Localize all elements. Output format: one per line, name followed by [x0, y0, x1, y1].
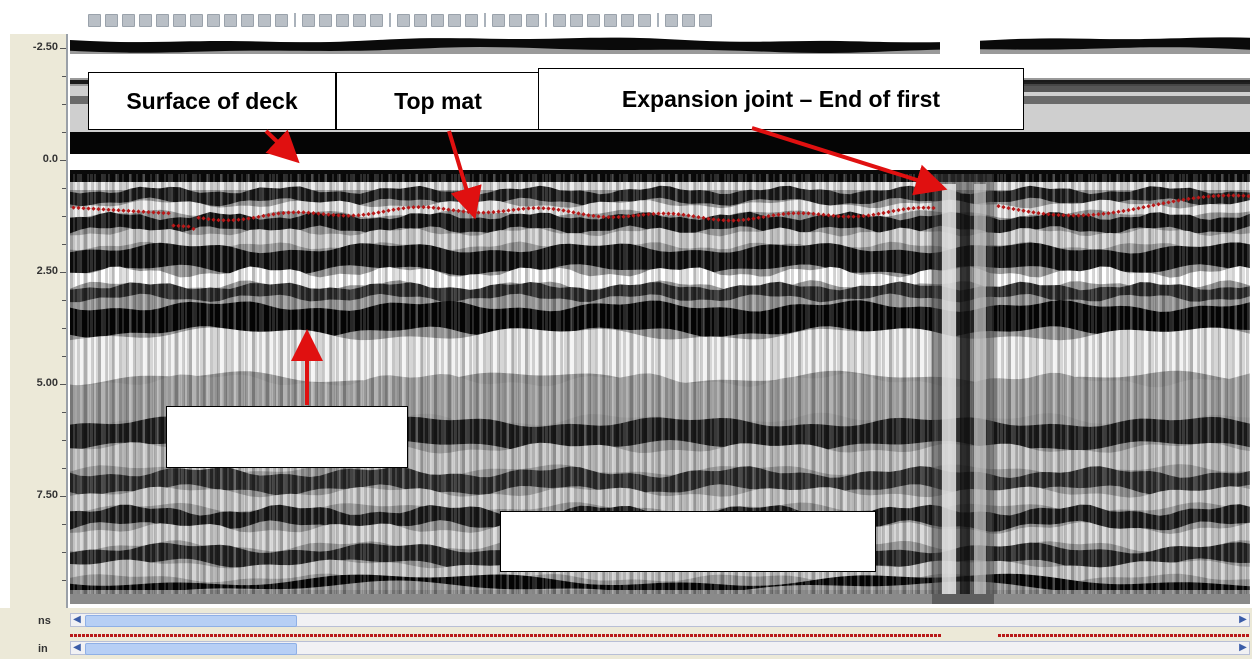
callout-surface-of-deck: Surface of deck — [88, 72, 336, 130]
depth-tick — [60, 272, 66, 273]
toolbar-button[interactable] — [353, 13, 366, 27]
scroll-row-in: in ◀ ▶ — [0, 633, 1252, 659]
depth-tick — [60, 384, 66, 385]
toolbar-separator — [545, 13, 547, 27]
toolbar — [0, 0, 1252, 34]
toolbar-button[interactable] — [302, 13, 315, 27]
toolbar-buttons — [88, 10, 712, 30]
scroll-thumb[interactable] — [85, 643, 297, 655]
depth-minor-tick — [62, 524, 66, 525]
depth-label-7.5: 7.50 — [36, 489, 58, 501]
depth-label-2.5: 2.50 — [36, 265, 58, 277]
toolbar-separator — [389, 13, 391, 27]
depth-minor-tick — [62, 440, 66, 441]
pick-marker-strip — [70, 634, 1249, 637]
toolbar-button[interactable] — [526, 13, 539, 27]
ns-unit-label: ns — [38, 615, 51, 627]
depth-minor-tick — [62, 412, 66, 413]
in-unit-label: in — [38, 643, 48, 655]
toolbar-button[interactable] — [336, 13, 349, 27]
toolbar-button[interactable] — [682, 13, 695, 27]
depth-minor-tick — [62, 580, 66, 581]
scroll-left-icon[interactable]: ◀ — [73, 614, 81, 625]
toolbar-button[interactable] — [105, 13, 118, 27]
depth-tick — [60, 48, 66, 49]
toolbar-button[interactable] — [207, 13, 220, 27]
toolbar-button[interactable] — [258, 13, 271, 27]
toolbar-button[interactable] — [156, 13, 169, 27]
toolbar-button[interactable] — [465, 13, 478, 27]
toolbar-button[interactable] — [492, 13, 505, 27]
rebar-picks — [71, 193, 1250, 232]
horizontal-scrollbar-top[interactable]: ◀ ▶ — [70, 613, 1250, 627]
depth-tick — [60, 496, 66, 497]
depth-label-0: 0.0 — [42, 153, 58, 165]
depth-minor-tick — [62, 468, 66, 469]
scroll-thumb[interactable] — [85, 615, 297, 627]
toolbar-separator — [657, 13, 659, 27]
depth-minor-tick — [62, 328, 66, 329]
toolbar-button[interactable] — [88, 13, 101, 27]
toolbar-button[interactable] — [665, 13, 678, 27]
toolbar-button[interactable] — [397, 13, 410, 27]
toolbar-button[interactable] — [241, 13, 254, 27]
toolbar-separator — [484, 13, 486, 27]
toolbar-button[interactable] — [319, 13, 332, 27]
blank-label-box — [166, 406, 408, 468]
depth-minor-tick — [62, 244, 66, 245]
toolbar-button[interactable] — [621, 13, 634, 27]
toolbar-button[interactable] — [122, 13, 135, 27]
depth-label-neg2.5: -2.50 — [32, 41, 58, 53]
toolbar-button[interactable] — [638, 13, 651, 27]
depth-minor-tick — [62, 104, 66, 105]
depth-minor-tick — [62, 356, 66, 357]
depth-tick — [60, 160, 66, 161]
toolbar-button[interactable] — [275, 13, 288, 27]
blank-label-box — [500, 511, 876, 572]
toolbar-button[interactable] — [431, 13, 444, 27]
scroll-left-icon[interactable]: ◀ — [73, 642, 81, 653]
toolbar-button[interactable] — [448, 13, 461, 27]
scroll-right-icon[interactable]: ▶ — [1239, 642, 1247, 653]
toolbar-button[interactable] — [509, 13, 522, 27]
depth-ruler: -2.50 0.0 2.50 5.00 7.50 — [10, 34, 68, 608]
scroll-right-icon[interactable]: ▶ — [1239, 614, 1247, 625]
depth-minor-tick — [62, 132, 66, 133]
toolbar-button[interactable] — [414, 13, 427, 27]
depth-minor-tick — [62, 216, 66, 217]
depth-minor-tick — [62, 76, 66, 77]
toolbar-button[interactable] — [587, 13, 600, 27]
toolbar-separator — [294, 13, 296, 27]
depth-label-5: 5.00 — [36, 377, 58, 389]
callout-expansion-joint: Expansion joint – End of first — [538, 68, 1024, 130]
depth-minor-tick — [62, 552, 66, 553]
depth-minor-tick — [62, 300, 66, 301]
toolbar-button[interactable] — [370, 13, 383, 27]
depth-minor-tick — [62, 188, 66, 189]
toolbar-button[interactable] — [173, 13, 186, 27]
toolbar-button[interactable] — [604, 13, 617, 27]
toolbar-button[interactable] — [553, 13, 566, 27]
toolbar-button[interactable] — [139, 13, 152, 27]
toolbar-button[interactable] — [190, 13, 203, 27]
toolbar-button[interactable] — [224, 13, 237, 27]
callout-top-mat: Top mat — [336, 72, 540, 130]
toolbar-button[interactable] — [570, 13, 583, 27]
scroll-row-ns: ns ◀ ▶ — [0, 608, 1252, 633]
toolbar-button[interactable] — [699, 13, 712, 27]
horizontal-scrollbar-bottom[interactable]: ◀ ▶ — [70, 641, 1250, 655]
